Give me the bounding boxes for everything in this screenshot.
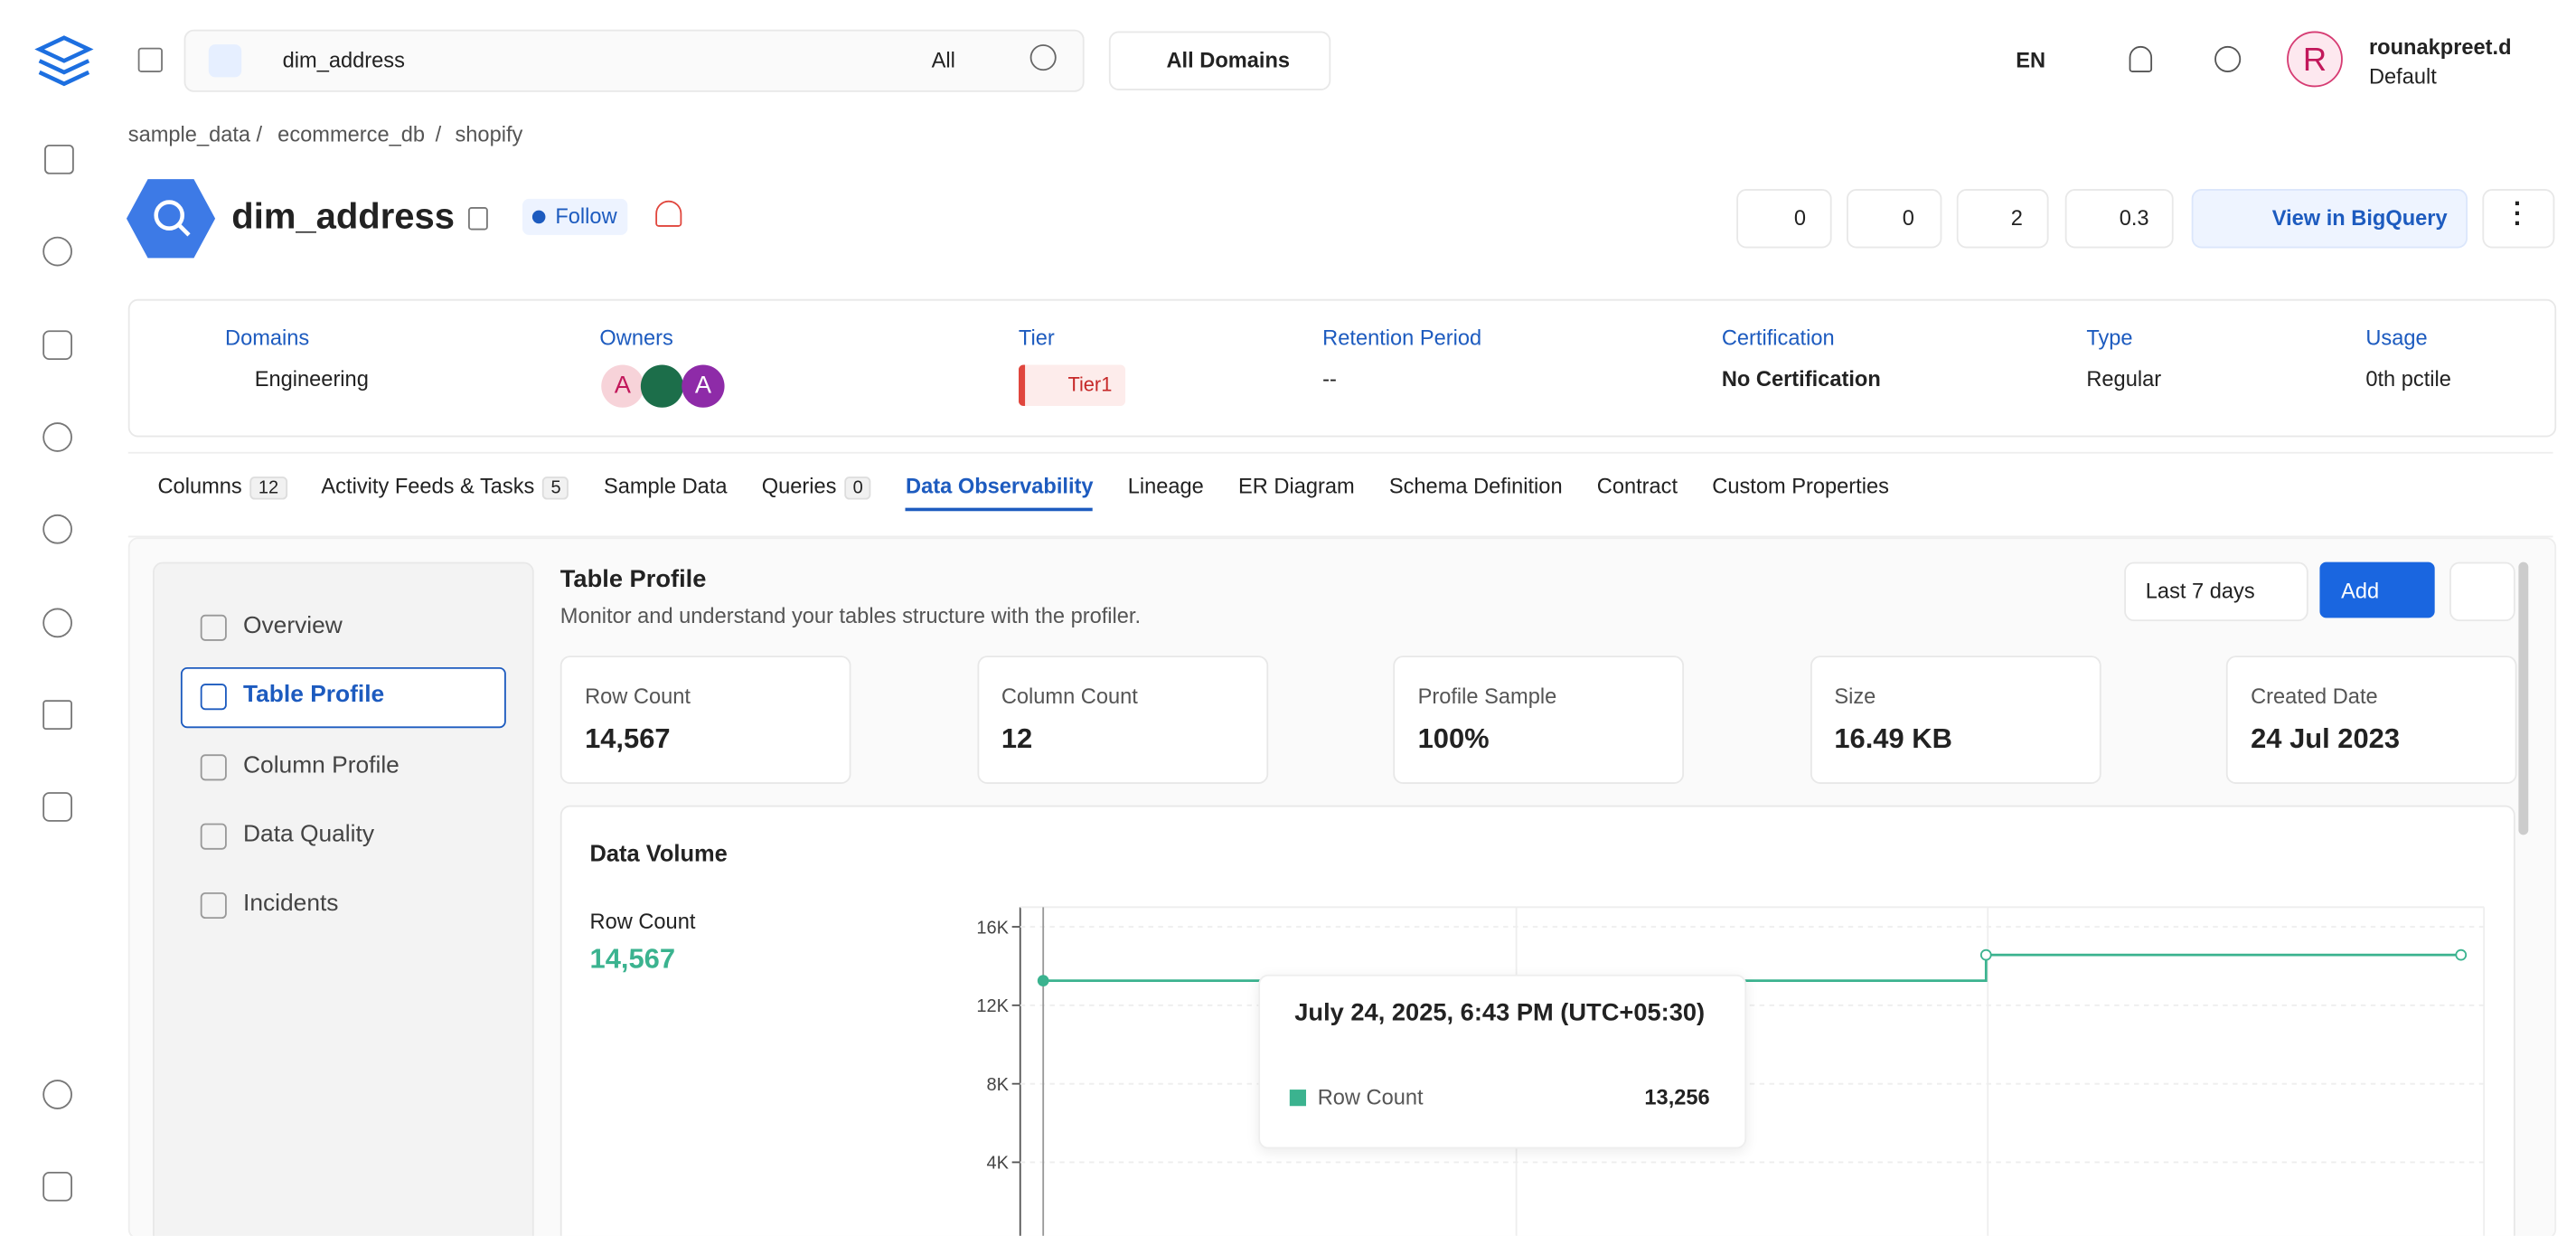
y-tick-label: 8K [987,1075,1010,1095]
y-tick-label: 12K [976,996,1009,1016]
tooltip-series: Row Count [1318,1085,1424,1109]
tooltip-swatch [1290,1090,1306,1106]
line [1043,955,2461,980]
tooltip-value: 13,256 [1644,1085,1709,1109]
y-tick-label: 16K [976,918,1009,938]
point [1981,950,1991,960]
y-tick-label: 4K [987,1154,1010,1174]
point [1039,976,1048,986]
scrollbar [2518,562,2528,835]
point [2456,950,2466,960]
tooltip-title: July 24, 2025, 6:43 PM (UTC+05:30) [1294,999,1705,1027]
